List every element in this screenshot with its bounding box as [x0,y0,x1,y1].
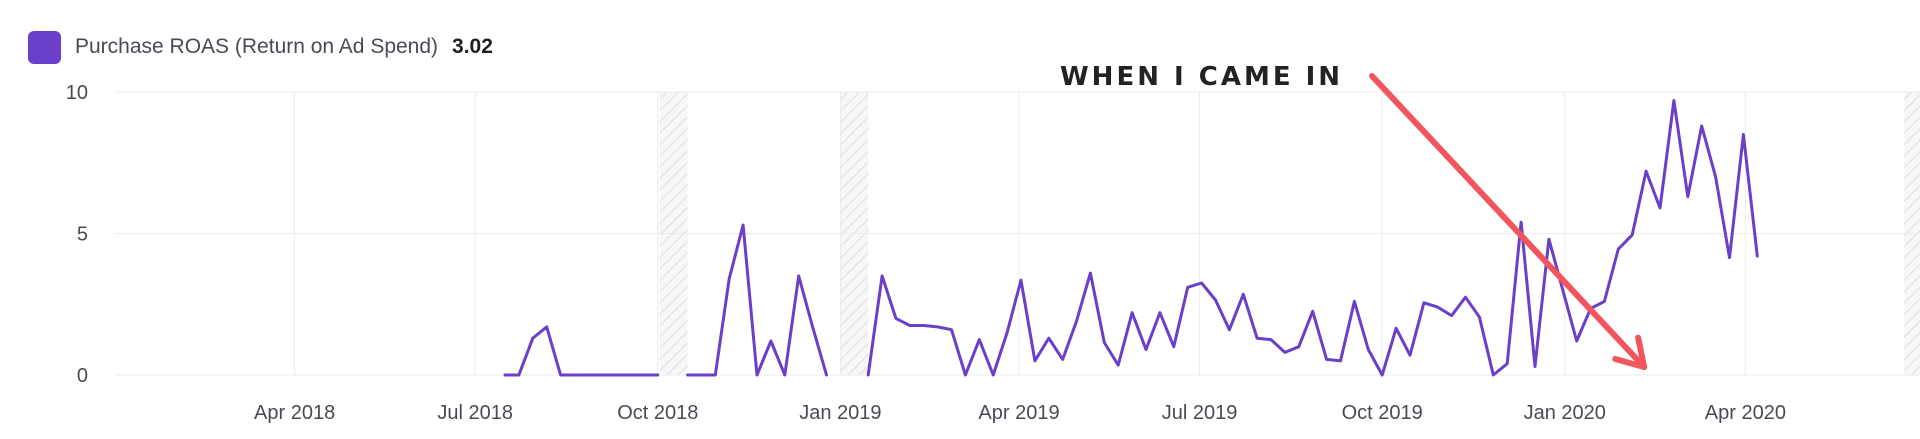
x-tick-label: Jan 2020 [1524,402,1606,424]
legend[interactable]: Purchase ROAS (Return on Ad Spend) 3.02 [28,30,493,64]
legend-label: Purchase ROAS (Return on Ad Spend) [75,35,439,58]
y-tick-label: 5 [77,224,88,246]
annotation-text: WHEN I CAME IN [1060,62,1343,92]
annotation-arrow [1369,73,1648,370]
x-tick-label: Jul 2019 [1162,402,1238,424]
y-tick-label: 0 [77,365,88,387]
annotation: WHEN I CAME IN [1060,62,1648,370]
series-line [686,223,828,377]
x-tick-label: Jan 2019 [799,402,881,424]
series-line [866,99,1759,377]
x-tick-label: Apr 2020 [1705,402,1786,424]
annotation-arrow-head [1612,334,1648,370]
axes: 0 5 10 Apr 2018 Jul 2018 Oct 2018 Jan 2019 Apr … [66,82,1786,424]
legend-swatch[interactable] [28,30,61,64]
x-tick-label: Jul 2018 [437,402,513,424]
x-tick-label: Oct 2018 [617,402,698,424]
grid [116,91,1920,376]
x-tick-label: Apr 2019 [978,402,1059,424]
y-tick-label: 10 [66,82,88,104]
legend-value: 3.02 [452,35,493,58]
x-tick-label: Apr 2018 [254,402,335,424]
x-tick-label: Oct 2019 [1342,402,1423,424]
series [503,99,1759,377]
series-line [503,325,660,377]
